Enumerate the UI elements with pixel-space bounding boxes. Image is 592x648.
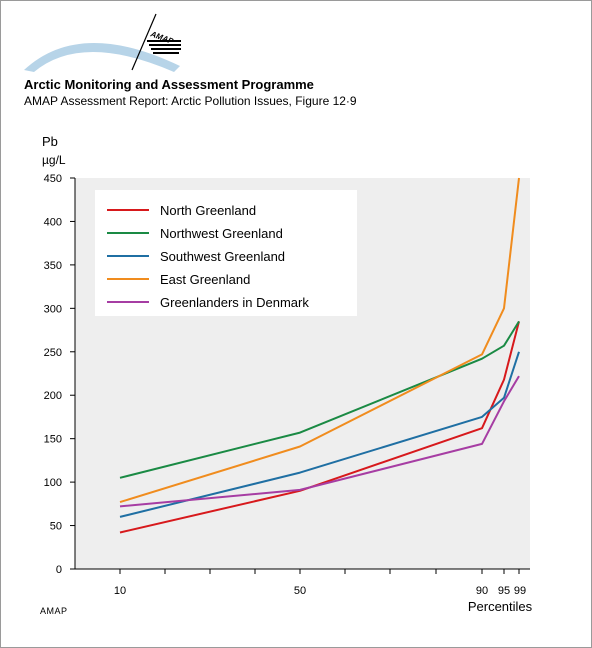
- chart-axes: 0 50 100 150 200 250 300 350 400 450 10 50 90 95 99: [44, 173, 530, 597]
- y-tick-label: 50: [50, 521, 62, 533]
- y-tick-label: 350: [44, 260, 62, 272]
- legend-label: Northwest Greenland: [160, 226, 283, 241]
- legend-label: Southwest Greenland: [160, 249, 285, 264]
- legend-label: North Greenland: [160, 203, 256, 218]
- series-line: [119, 375, 520, 508]
- y-tick-label: 450: [44, 173, 62, 185]
- series-line: [119, 351, 520, 518]
- legend-label: Greenlanders in Denmark: [160, 295, 309, 310]
- x-tick-label: 10: [114, 585, 126, 597]
- y-axis-label-unit: µg/L: [42, 153, 66, 167]
- x-axis-label: Percentiles: [468, 599, 533, 614]
- org-title: Arctic Monitoring and Assessment Program…: [24, 77, 314, 92]
- x-tick-label: 50: [294, 585, 306, 597]
- y-tick-label: 0: [56, 564, 62, 576]
- y-tick-label: 150: [44, 434, 62, 446]
- x-tick-label: 95: [498, 585, 510, 597]
- x-tick-label: 90: [476, 585, 488, 597]
- logo-arc: [24, 42, 180, 72]
- y-tick-label: 300: [44, 303, 62, 315]
- chart-legend: North Greenland Northwest Greenland Southw…: [95, 190, 357, 316]
- series-line: [119, 320, 520, 479]
- footer-amap-mark: AMAP: [40, 606, 68, 616]
- series-line: [119, 177, 520, 504]
- y-tick-label: 250: [44, 347, 62, 359]
- legend-label: East Greenland: [160, 272, 250, 287]
- y-tick-label: 100: [44, 477, 62, 489]
- x-tick-label: 99: [514, 585, 526, 597]
- y-tick-label: 400: [44, 216, 62, 228]
- y-tick-label: 200: [44, 390, 62, 402]
- amap-logo: AMAP: [24, 13, 181, 72]
- report-title: AMAP Assessment Report: Arctic Pollution…: [24, 94, 357, 108]
- chart-series: [119, 177, 520, 534]
- series-line: [119, 321, 520, 534]
- logo-slash: [131, 13, 157, 71]
- y-axis-label-pb: Pb: [42, 134, 58, 149]
- logo-tagline: [147, 40, 181, 54]
